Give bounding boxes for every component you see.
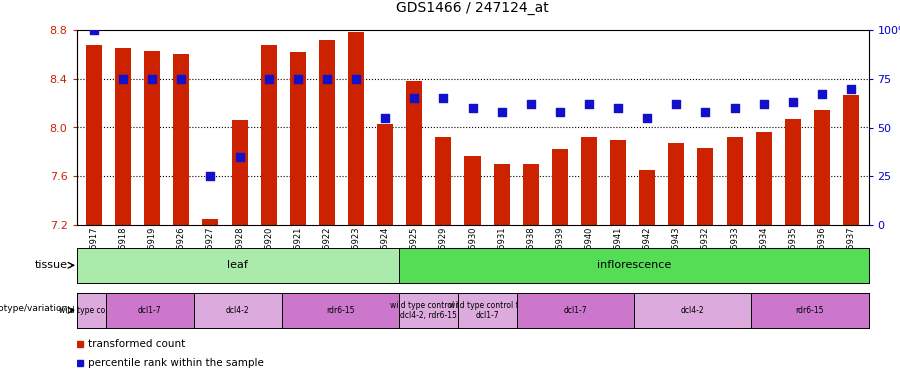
Bar [785,119,801,225]
Point [581,101,596,107]
Text: genotype/variation: genotype/variation [0,304,68,313]
Text: rdr6-15: rdr6-15 [326,306,355,315]
Point [698,109,713,115]
Bar [464,156,481,225]
Bar [726,137,742,225]
Point [203,173,218,179]
Bar [406,81,422,225]
Point [86,27,101,33]
Bar [86,45,102,225]
Point [553,109,567,115]
Text: GDS1466 / 247124_at: GDS1466 / 247124_at [396,1,549,15]
Text: wild type control for
dcl4-2, rdr6-15: wild type control for dcl4-2, rdr6-15 [390,301,467,320]
Point [349,76,364,82]
Bar [639,170,655,225]
Text: dcl4-2: dcl4-2 [226,306,249,315]
Bar [144,51,160,225]
Text: dcl1-7: dcl1-7 [138,306,162,315]
Bar [174,54,189,225]
Bar [581,137,597,225]
Bar [377,124,393,225]
Point [378,115,392,121]
Text: wild type control for
dcl1-7: wild type control for dcl1-7 [448,301,526,320]
Point [232,154,247,160]
Bar [436,137,452,225]
Text: dcl1-7: dcl1-7 [563,306,587,315]
Point [814,92,829,98]
Point [844,86,859,92]
Point [407,95,421,101]
Text: transformed count: transformed count [88,339,185,349]
Bar [348,33,364,225]
Point [174,76,188,82]
Point [320,76,334,82]
Text: rdr6-15: rdr6-15 [796,306,824,315]
Bar [610,140,626,225]
Bar [290,52,306,225]
Bar [115,48,131,225]
Point [524,101,538,107]
Point [786,99,800,105]
Bar [843,94,859,225]
Point [116,76,130,82]
Text: leaf: leaf [228,260,248,270]
Bar [669,143,684,225]
Bar [231,120,248,225]
Bar [493,164,509,225]
Point [611,105,625,111]
Text: percentile rank within the sample: percentile rank within the sample [88,358,264,368]
Bar [552,149,568,225]
Bar [202,219,219,225]
Point [465,105,480,111]
Text: wild type control: wild type control [59,306,123,315]
Text: dcl4-2: dcl4-2 [680,306,705,315]
Text: tissue: tissue [34,260,68,270]
Point [291,76,305,82]
Bar [319,40,335,225]
Point [436,95,451,101]
Point [640,115,654,121]
Bar [756,132,771,225]
Text: inflorescence: inflorescence [597,260,671,270]
Bar [814,110,830,225]
Bar [698,148,714,225]
Bar [261,45,276,225]
Point [145,76,159,82]
Point [669,101,683,107]
Point [494,109,508,115]
Point [757,101,771,107]
Point [727,105,742,111]
Point [262,76,276,82]
Bar [523,164,539,225]
